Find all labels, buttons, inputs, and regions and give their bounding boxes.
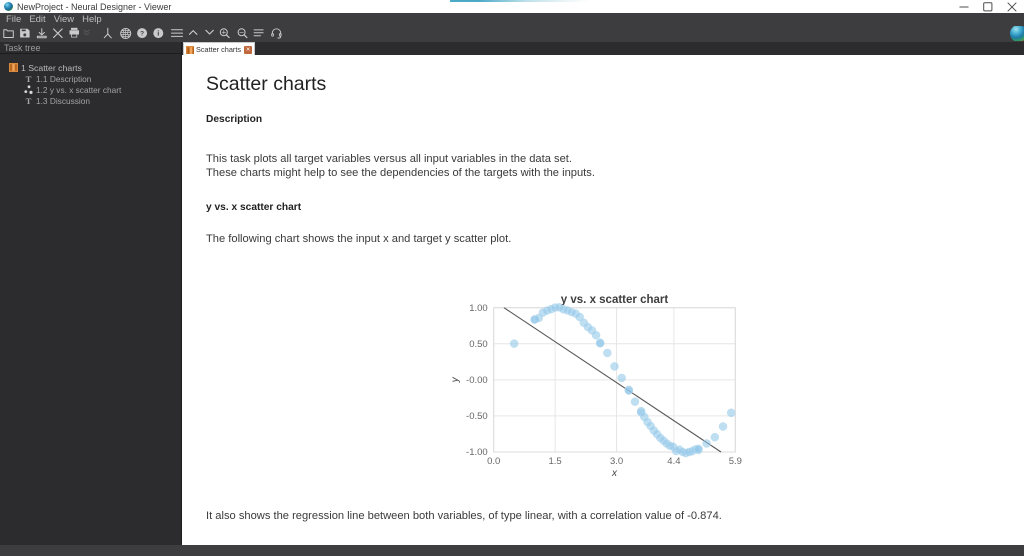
svg-text:-0.00: -0.00 [466,375,488,386]
svg-text:?: ? [140,31,144,38]
svg-text:y: y [450,376,461,383]
svg-text:0.0: 0.0 [487,456,500,467]
svg-text:4.4: 4.4 [667,456,680,467]
svg-text:3.0: 3.0 [610,456,623,467]
svg-text:5.9: 5.9 [729,456,742,467]
svg-text:y vs. x scatter chart: y vs. x scatter chart [561,294,669,306]
svg-text:x: x [611,468,618,479]
svg-text:-1.00: -1.00 [466,447,488,458]
svg-text:1.5: 1.5 [548,456,561,467]
svg-text:-0.50: -0.50 [466,411,488,422]
svg-text:1.00: 1.00 [469,303,488,314]
svg-text:0.50: 0.50 [469,339,488,350]
